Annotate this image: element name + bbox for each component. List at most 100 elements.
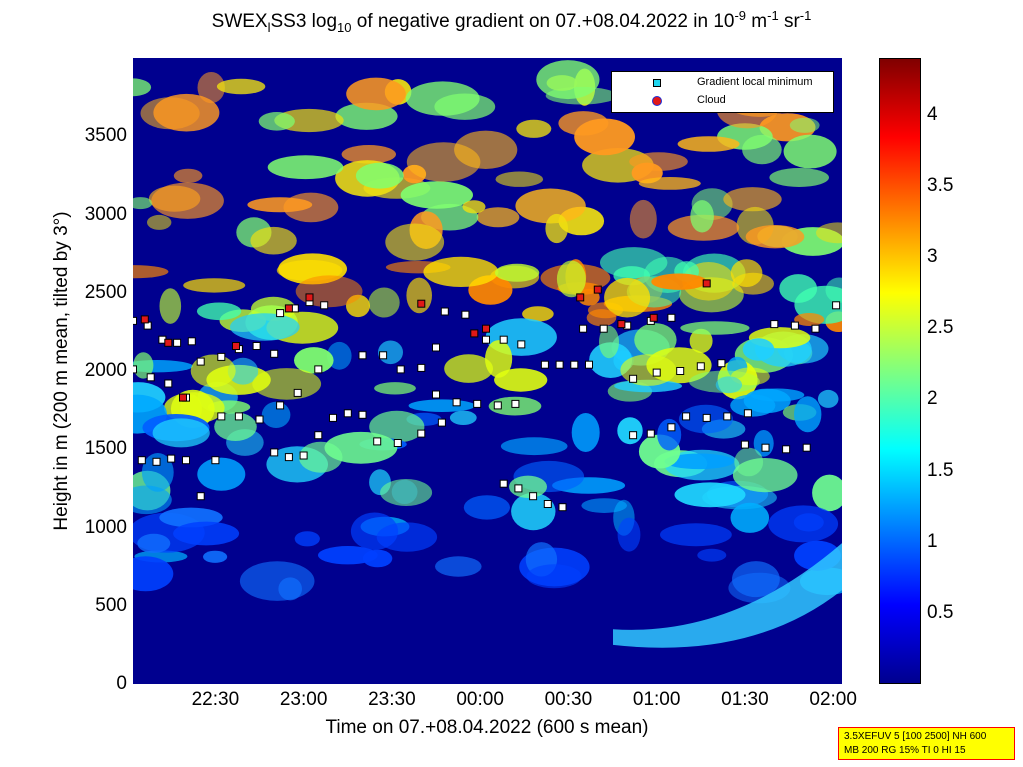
colorbar-tick-label: 3.5 [927, 175, 954, 197]
gradient-minimum-marker [493, 401, 502, 410]
gradient-minimum-marker [702, 413, 711, 422]
heatmap-blob [355, 162, 404, 189]
gradient-minimum-marker [314, 365, 323, 374]
y-tick-label: 3500 [84, 125, 127, 147]
cloud-marker [284, 304, 293, 313]
heatmap-blob [516, 119, 552, 138]
legend: Gradient local minimum Cloud [611, 71, 834, 113]
legend-entry-gradient: Gradient local minimum [612, 74, 833, 92]
heatmap-blob [571, 413, 600, 452]
heatmap-blob [732, 272, 774, 295]
gradient-minimum-marker [432, 390, 440, 399]
heatmap-blob [183, 278, 246, 293]
gradient-minimum-marker [517, 340, 526, 349]
gradient-minimum-marker [499, 479, 508, 488]
cloud-marker [179, 393, 187, 402]
cloud-marker [593, 285, 602, 294]
gradient-minimum-marker [696, 362, 705, 371]
heatmap-blob [252, 368, 322, 400]
colorbar-tick-label: 2 [927, 388, 938, 410]
gradient-minimum-marker [543, 500, 552, 508]
gradient-minimum-marker [432, 343, 440, 352]
heatmap-blob [159, 288, 182, 324]
gradient-minimum-marker [629, 431, 638, 440]
y-tick-label: 0 [116, 673, 127, 694]
gradient-minimum-marker [329, 413, 337, 422]
heatmap-blob [495, 171, 544, 187]
gradient-minimum-marker [832, 301, 841, 310]
x-tick-label: 01:30 [721, 689, 769, 710]
heatmap-blob [620, 354, 677, 386]
heatmap-blob [147, 214, 172, 230]
gradient-minimum-marker [529, 492, 538, 501]
heatmap-blob [599, 325, 619, 359]
heatmap-blob [133, 556, 174, 592]
gradient-minimum-marker [723, 412, 732, 421]
heatmap-blob [680, 321, 750, 335]
heatmap-blob [294, 347, 334, 374]
heatmap-blob [783, 134, 837, 169]
legend-label: Gradient local minimum [697, 76, 813, 88]
heatmap-blob [153, 93, 220, 132]
heatmap-blob [463, 495, 510, 520]
y-tick-label: 1500 [84, 438, 127, 460]
heatmap-blob [203, 550, 228, 563]
heatmap-blob [769, 168, 829, 187]
gradient-minimum-marker [299, 451, 308, 460]
gradient-minimum-marker [133, 316, 137, 325]
gradient-minimum-marker [284, 453, 293, 462]
x-tick-label: 23:30 [368, 689, 416, 710]
y-axis-label: Height in m (200 m mean, tilted by 3°) [51, 211, 72, 531]
heatmap-blob [730, 502, 770, 533]
chart-title: SWEXlSS3 log10 of negative gradient on 0… [211, 8, 812, 35]
heatmap-blob [617, 417, 643, 445]
heatmap-blob [677, 136, 740, 152]
gradient-minimum-marker [761, 443, 770, 452]
heatmap-blob [133, 352, 154, 379]
heatmap-blob [545, 213, 568, 244]
gradient-minimum-marker [629, 374, 638, 383]
gradient-minimum-marker [167, 454, 176, 463]
gradient-minimum-marker [343, 409, 352, 418]
gradient-minimum-marker [452, 398, 461, 407]
heatmap-blob [614, 379, 682, 393]
heatmap-blob [173, 168, 203, 183]
colorbar-tick-label: 0.5 [927, 601, 954, 623]
heatmap-blob [197, 457, 246, 491]
cloud-marker [164, 338, 173, 347]
colorbar-tick-label: 1.5 [927, 459, 954, 481]
gradient-minimum-marker [320, 301, 329, 310]
gradient-minimum-marker [196, 492, 205, 501]
y-tick-label: 3000 [84, 203, 127, 225]
heatmap-blob [141, 453, 174, 492]
gradient-minimum-marker [152, 457, 161, 466]
heatmap-svg [133, 58, 842, 684]
heatmap-blob [434, 93, 496, 120]
heatmap-blob [368, 287, 400, 318]
heatmap-blob [152, 418, 210, 448]
heatmap-blob [651, 273, 707, 290]
heatmap-blob [196, 302, 242, 321]
gradient-minimum-marker [676, 367, 685, 375]
heatmap-blob [536, 60, 600, 100]
gradient-minimum-marker [137, 456, 146, 465]
heatmap-blob [283, 192, 339, 223]
gradient-minimum-marker [211, 456, 220, 465]
gradient-minimum-marker [540, 360, 549, 369]
heatmap-blob [500, 437, 568, 456]
heatmap-blob [133, 485, 172, 515]
cloud-marker [576, 293, 585, 302]
heatmap-blob [522, 306, 554, 322]
parameter-info-box: 3.5XEFUV 5 [100 2500] NH 600 MB 200 RG 1… [838, 727, 1015, 760]
gradient-minimum-marker [652, 368, 661, 377]
heatmap-blob [267, 155, 344, 180]
square-marker-icon [653, 79, 661, 87]
heatmap-blob [133, 265, 169, 279]
gradient-minimum-marker [164, 379, 173, 388]
heatmap-blob [715, 376, 743, 394]
gradient-minimum-marker [393, 439, 402, 447]
heatmap-blob [250, 226, 297, 255]
gradient-minimum-marker [234, 412, 243, 421]
heatmap-blob [745, 225, 805, 249]
x-tick-label: 00:30 [544, 689, 593, 710]
